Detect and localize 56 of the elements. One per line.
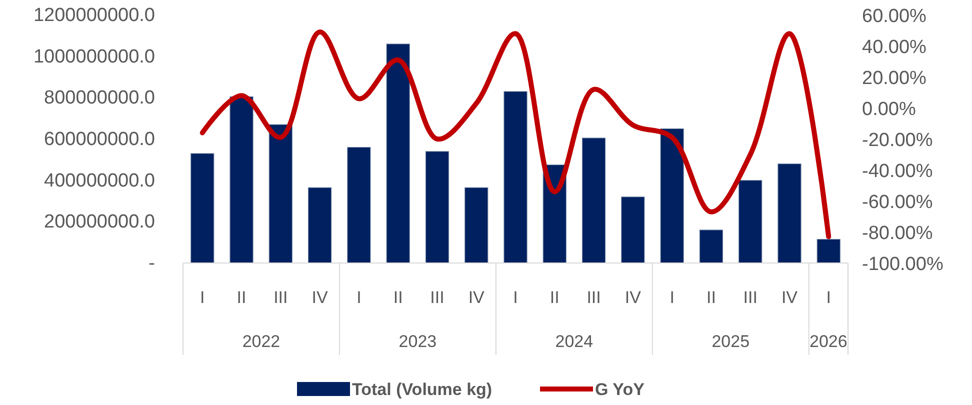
y-tick-label: 600000000.0 bbox=[44, 129, 155, 150]
bar bbox=[308, 187, 332, 264]
x-tick-label: I bbox=[200, 288, 205, 307]
bar bbox=[504, 91, 528, 264]
x-tick-label: I bbox=[826, 288, 831, 307]
y-tick-label: 800000000.0 bbox=[44, 88, 155, 109]
x-tick-label: II bbox=[550, 288, 560, 307]
legend-label: G YoY bbox=[595, 380, 646, 399]
x-tick-label: I bbox=[513, 288, 518, 307]
bar bbox=[464, 187, 488, 264]
y-tick-label: - bbox=[148, 253, 155, 274]
bar bbox=[386, 44, 410, 264]
text: 2026 bbox=[810, 332, 848, 351]
bar bbox=[778, 164, 802, 264]
bar bbox=[230, 96, 254, 264]
y-tick-label: 1000000000.0 bbox=[33, 46, 155, 68]
x-tick-label: III bbox=[274, 288, 288, 307]
text: 2024 bbox=[555, 332, 594, 351]
bar bbox=[268, 124, 292, 264]
x-tick-label: III bbox=[743, 288, 758, 307]
y2-tick-label: -80.00% bbox=[862, 223, 933, 244]
x-tick-label: II bbox=[236, 288, 246, 307]
y-tick-label: 400000000.0 bbox=[44, 170, 155, 192]
y2-tick-label: -100.00% bbox=[862, 254, 944, 275]
x-tick-label: III bbox=[586, 288, 601, 307]
bar bbox=[425, 151, 450, 264]
y2-tick-label: 40.00% bbox=[862, 37, 927, 58]
x-tick-label: III bbox=[430, 288, 444, 307]
y-tick-label: 1200000000.0 bbox=[33, 5, 155, 26]
bar bbox=[621, 196, 645, 264]
x-tick-label: IV bbox=[312, 288, 328, 307]
x-tick-label: IV bbox=[781, 288, 798, 307]
y2-tick-label: 60.00% bbox=[862, 6, 927, 27]
x-tick-label: IV bbox=[624, 288, 642, 307]
text: 2025 bbox=[712, 332, 750, 351]
y2-tick-label: -20.00% bbox=[862, 130, 933, 151]
x-tick-label: II bbox=[706, 288, 716, 307]
bar bbox=[738, 180, 762, 264]
text: 2023 bbox=[398, 332, 437, 351]
bar bbox=[347, 146, 371, 264]
y-tick-label: 200000000.0 bbox=[44, 212, 155, 233]
bar bbox=[190, 153, 214, 264]
y2-tick-label: 20.00% bbox=[862, 68, 927, 89]
bar bbox=[660, 128, 684, 264]
x-tick-label: I bbox=[356, 288, 362, 307]
y2-tick-label: -60.00% bbox=[862, 192, 933, 213]
x-tick-label: IV bbox=[468, 288, 486, 307]
y2-tick-label: 0.00% bbox=[862, 99, 916, 120]
y2-tick-label: -40.00% bbox=[862, 161, 933, 182]
text: 2022 bbox=[242, 332, 280, 351]
bar bbox=[699, 230, 724, 264]
bar bbox=[816, 238, 840, 264]
x-tick-label: II bbox=[393, 288, 403, 307]
legend-label: Total (Volume kg) bbox=[352, 380, 492, 399]
bar bbox=[582, 138, 606, 264]
x-tick-label: I bbox=[670, 288, 674, 307]
